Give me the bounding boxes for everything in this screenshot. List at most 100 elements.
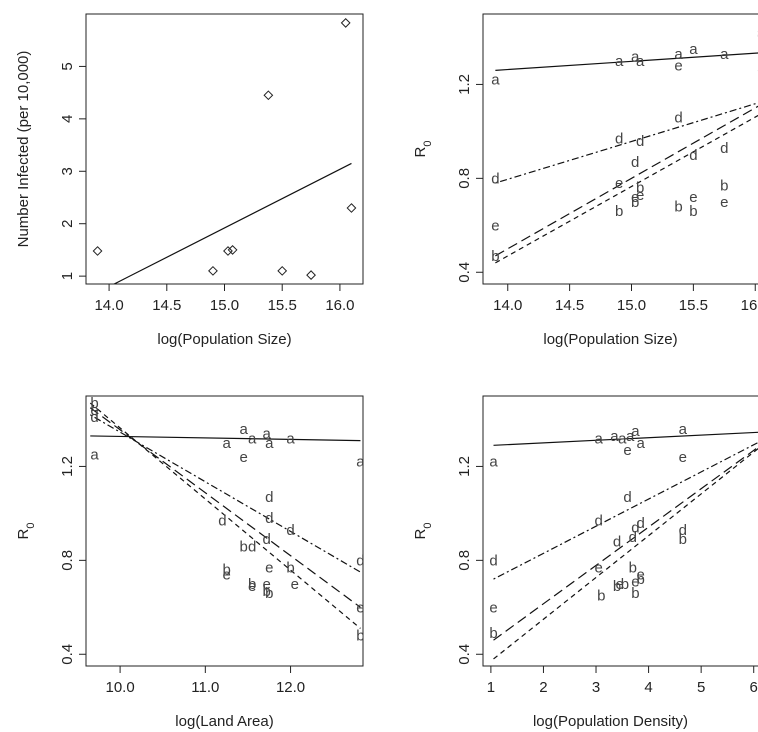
fit-line-solid (112, 162, 352, 284)
y-tick-label: 0.4 (456, 262, 473, 283)
point-diamond (227, 245, 238, 255)
fit-line-longdash (495, 105, 758, 257)
point-b: b (265, 585, 273, 602)
point-e: e (674, 58, 682, 75)
plot-frame (482, 395, 758, 667)
point-d: d (594, 512, 602, 529)
point-e: e (263, 576, 271, 593)
point-a: a (689, 41, 698, 58)
point-e: e (291, 576, 299, 593)
point-d: d (265, 510, 273, 527)
fit-line-solid (493, 431, 758, 446)
fit-line-dashed (495, 114, 758, 264)
point-a: a (90, 447, 99, 464)
y-tick-label: 2 (59, 220, 76, 228)
point-a: a (618, 430, 627, 447)
point-diamond (92, 246, 103, 256)
y-axis-title-subscript: 0 (422, 141, 434, 147)
x-tick-label: 16.0 (741, 297, 758, 314)
point-b: b (248, 576, 256, 593)
point-e: e (720, 194, 728, 211)
point-a: a (286, 430, 295, 447)
point-a: a (636, 53, 645, 70)
point-a: a (631, 423, 640, 440)
point-e: e (616, 576, 624, 593)
x-tick-label: 5 (697, 679, 705, 696)
point-a: a (222, 435, 231, 452)
point-e: e (679, 449, 687, 466)
y-axis-title-main: R (412, 528, 429, 539)
point-d: d (263, 531, 271, 548)
x-tick-label: 2 (539, 679, 547, 696)
y-axis-title: R0 (412, 523, 434, 540)
point-a: a (489, 454, 498, 471)
x-tick-label: 14.5 (555, 297, 584, 314)
point-e: e (356, 599, 364, 616)
plot-area: aaaaaaaaabbbbbbbbbdddddddddeeeeeeee (489, 421, 758, 660)
point-d: d (218, 512, 226, 529)
y-tick-label: 3 (59, 167, 76, 175)
x-tick-label: 14.5 (152, 297, 181, 314)
fit-line-dashed (89, 402, 361, 629)
point-e: e (631, 189, 639, 206)
fit-line-dotdash (493, 441, 758, 580)
point-d: d (613, 534, 621, 551)
point-b: b (631, 194, 639, 211)
point-a: a (248, 430, 257, 447)
point-b: b (621, 576, 629, 593)
point-a: a (674, 46, 683, 63)
point-d: d (689, 147, 697, 164)
point-b: b (90, 395, 98, 412)
point-e: e (689, 189, 697, 206)
fit-line-solid (90, 435, 361, 442)
point-diamond (340, 18, 351, 28)
point-b: b (720, 177, 728, 194)
point-b: b (689, 203, 697, 220)
x-tick-label: 12.0 (276, 679, 305, 696)
point-d: d (489, 552, 497, 569)
x-axis-title: log(Population Density) (533, 713, 688, 730)
fit-line-solid (495, 52, 758, 71)
point-d: d (615, 130, 623, 147)
y-axis-title-main: R (15, 528, 32, 539)
y-axis-title: R0 (412, 141, 434, 158)
plot-area: aaaaaaaaabbbbbbbbbdddddddddeeeeeeeee (491, 14, 758, 265)
fit-line-dashed (493, 447, 758, 660)
x-tick-label: 15.5 (268, 297, 297, 314)
point-a: a (615, 53, 624, 70)
point-a: a (356, 454, 365, 471)
point-a: a (594, 430, 603, 447)
y-tick-label: 0.4 (456, 644, 473, 665)
point-b: b (629, 559, 637, 576)
panel-r0-vs-population-density: 1 2 3 4 5 6 0.4 0.8 1.2 log(Population Density) R0… (412, 395, 758, 730)
point-e: e (265, 559, 273, 576)
point-b: b (263, 583, 271, 600)
point-a: a (626, 428, 635, 445)
point-e: e (90, 402, 98, 419)
point-a: a (491, 72, 500, 89)
x-tick-label: 10.0 (105, 679, 134, 696)
point-b: b (615, 203, 623, 220)
plot-area (92, 18, 357, 284)
fit-line-longdash (89, 407, 361, 608)
panel-infected-vs-population-size: 14.0 14.5 15.0 15.5 16.0 1 2 3 4 5 log(Population … (15, 13, 364, 348)
fit-line-longdash (493, 446, 758, 641)
point-d: d (491, 170, 499, 187)
x-tick-label: 3 (592, 679, 600, 696)
point-e: e (631, 573, 639, 590)
y-tick-label: 0.8 (59, 550, 76, 571)
point-d: d (631, 154, 639, 171)
point-d: d (629, 529, 637, 546)
point-diamond (223, 246, 233, 256)
point-d: d (720, 140, 728, 157)
point-d: d (636, 133, 644, 150)
point-b: b (240, 538, 248, 555)
y-tick-label: 0.8 (456, 550, 473, 571)
x-tick-label: 16.0 (325, 297, 354, 314)
y-tick-label: 0.4 (59, 644, 76, 665)
point-e: e (248, 578, 256, 595)
point-b: b (636, 180, 644, 197)
point-diamond (277, 265, 288, 276)
